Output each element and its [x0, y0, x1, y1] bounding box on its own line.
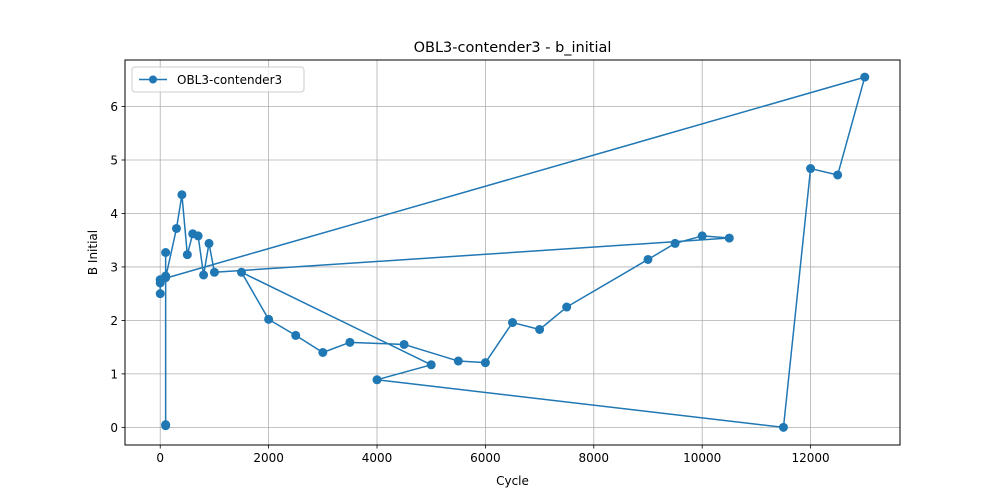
data-point — [778, 422, 788, 432]
y-tick-label: 3 — [110, 260, 118, 274]
data-point — [318, 347, 328, 357]
data-point — [177, 190, 187, 200]
x-tick-label: 8000 — [579, 451, 610, 465]
x-tick-label: 6000 — [470, 451, 501, 465]
y-axis-ticks: 0 1 2 3 4 5 6 — [110, 100, 125, 435]
data-point — [199, 270, 209, 280]
series-layer — [155, 72, 870, 432]
data-point — [171, 223, 181, 233]
x-tick-label: 2000 — [253, 451, 284, 465]
data-point — [833, 170, 843, 180]
series-line — [159, 76, 866, 429]
legend-marker-swatch — [149, 75, 157, 84]
data-point — [480, 358, 490, 368]
x-tick-label: 0 — [156, 451, 164, 465]
data-point — [697, 231, 707, 241]
data-point — [806, 164, 816, 174]
data-point — [161, 420, 171, 430]
data-point — [155, 289, 165, 299]
data-point — [237, 267, 247, 277]
data-point — [161, 248, 171, 257]
data-point — [399, 339, 409, 349]
y-tick-label: 1 — [110, 367, 118, 381]
data-point — [453, 356, 463, 366]
data-point — [345, 337, 355, 347]
legend-label: OBL3-contender3 — [177, 73, 282, 87]
data-point — [193, 231, 203, 241]
y-tick-label: 6 — [110, 100, 118, 114]
chart-title: OBL3-contender3 - b_initial — [414, 40, 612, 56]
axes-frame — [124, 59, 901, 446]
data-point — [372, 375, 382, 385]
data-point — [562, 302, 572, 312]
legend-box — [131, 66, 305, 93]
data-point — [860, 72, 870, 82]
x-tick-label: 12000 — [791, 451, 829, 465]
data-point — [204, 238, 214, 248]
x-tick-label: 10000 — [683, 451, 721, 465]
data-point — [291, 330, 301, 340]
data-point — [155, 275, 165, 285]
data-point — [724, 233, 734, 243]
data-point — [670, 238, 680, 248]
y-tick-label: 2 — [110, 314, 118, 328]
data-point — [426, 360, 436, 370]
y-tick-label: 0 — [110, 421, 118, 435]
data-point — [535, 325, 545, 334]
data-point — [209, 267, 219, 277]
data-point — [182, 250, 192, 260]
x-axis-label: Cycle — [496, 474, 529, 488]
data-point — [643, 254, 653, 264]
x-tick-label: 4000 — [362, 451, 393, 465]
y-axis-label: B Initial — [86, 230, 100, 275]
y-tick-label: 4 — [110, 207, 118, 221]
legend: OBL3-contender3 — [131, 66, 305, 93]
y-tick-label: 5 — [110, 153, 118, 167]
x-axis-ticks: 0 2000 4000 6000 8000 10000 12000 — [156, 445, 830, 465]
data-point — [508, 318, 517, 328]
data-point — [264, 314, 274, 324]
